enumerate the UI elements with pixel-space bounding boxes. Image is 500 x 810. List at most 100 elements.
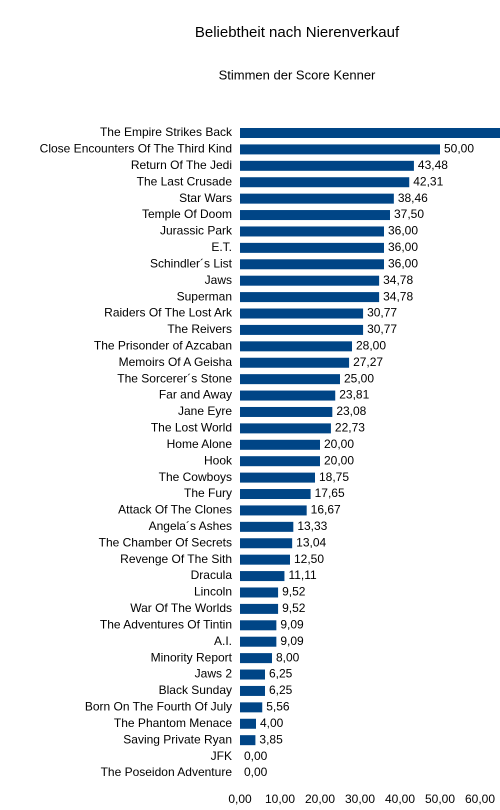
y-tick-label: The Phantom Menace xyxy=(114,716,232,730)
bar xyxy=(240,259,384,270)
value-label: 20,00 xyxy=(324,453,354,467)
value-label: 23,08 xyxy=(336,404,366,418)
value-label: 34,78 xyxy=(383,273,413,287)
y-tick-label: Lincoln xyxy=(194,585,232,599)
bar xyxy=(240,242,384,253)
y-tick-label: The Chamber Of Secrets xyxy=(99,535,232,549)
x-tick-label: 0,00 xyxy=(228,792,252,806)
bar xyxy=(240,587,279,598)
value-label: 36,00 xyxy=(388,256,418,270)
bar xyxy=(240,636,277,647)
y-tick-label: Close Encounters Of The Third Kind xyxy=(40,142,232,156)
value-label: 43,48 xyxy=(418,158,448,172)
x-tick-label: 40,00 xyxy=(385,792,415,806)
chart-title: Beliebtheit nach Nierenverkauf xyxy=(195,24,400,41)
bar xyxy=(240,439,320,450)
value-label: 42,31 xyxy=(413,174,443,188)
bar xyxy=(240,341,352,352)
bar xyxy=(240,669,265,680)
bar xyxy=(240,210,390,221)
x-tick-label: 10,00 xyxy=(265,792,295,806)
bar xyxy=(240,292,380,303)
bar xyxy=(240,505,307,516)
bar xyxy=(240,554,290,565)
value-label: 9,09 xyxy=(280,634,304,648)
value-label: 11,11 xyxy=(288,568,317,582)
value-label: 5,56 xyxy=(266,700,290,714)
bar xyxy=(240,177,410,188)
value-label: 13,04 xyxy=(296,535,326,549)
y-tick-label: Minority Report xyxy=(151,650,233,664)
value-label: 9,52 xyxy=(282,585,306,599)
bar xyxy=(240,357,350,368)
x-tick-label: 20,00 xyxy=(305,792,335,806)
value-label: 16,67 xyxy=(311,503,341,517)
chart-subtitle: Stimmen der Score Kenner xyxy=(219,67,376,82)
y-tick-label: Jane Eyre xyxy=(178,404,232,418)
bar xyxy=(240,571,285,582)
bar xyxy=(240,226,384,237)
y-tick-label: Dracula xyxy=(191,568,233,582)
bar xyxy=(240,308,364,319)
y-tick-label: Black Sunday xyxy=(159,683,232,697)
value-label: 34,78 xyxy=(383,289,413,303)
bar xyxy=(240,489,311,500)
bar xyxy=(240,374,340,385)
y-tick-label: The Adventures Of Tintin xyxy=(100,617,232,631)
value-label: 36,00 xyxy=(388,240,418,254)
y-tick-label: The Reivers xyxy=(167,322,232,336)
bar xyxy=(240,653,272,664)
y-tick-label: Superman xyxy=(177,289,232,303)
y-tick-label: The Cowboys xyxy=(159,470,232,484)
y-tick-label: The Lost World xyxy=(151,421,232,435)
y-tick-label: Return Of The Jedi xyxy=(131,158,232,172)
bar xyxy=(240,472,315,483)
y-tick-label: Home Alone xyxy=(167,437,233,451)
bar xyxy=(240,456,320,467)
y-tick-label: Attack Of The Clones xyxy=(118,503,232,517)
value-label: 0,00 xyxy=(244,749,268,763)
value-label: 30,77 xyxy=(367,306,397,320)
value-label: 3,85 xyxy=(259,732,283,746)
value-label: 37,50 xyxy=(394,207,424,221)
value-label: 17,65 xyxy=(315,486,345,500)
bar xyxy=(240,521,294,532)
value-label: 6,25 xyxy=(269,683,293,697)
y-tick-label: Schindler´s List xyxy=(150,256,233,270)
y-tick-label: JFK xyxy=(211,749,232,763)
value-label: 30,77 xyxy=(367,322,397,336)
bar xyxy=(240,423,331,434)
value-label: 9,09 xyxy=(280,617,304,631)
y-tick-label: The Empire Strikes Back xyxy=(100,125,233,139)
bar xyxy=(240,324,364,335)
value-label: 13,33 xyxy=(297,519,327,533)
bar xyxy=(240,702,263,713)
bar xyxy=(240,406,333,417)
value-label: 9,52 xyxy=(282,601,306,615)
value-label: 38,46 xyxy=(398,191,428,205)
x-tick-label: 30,00 xyxy=(345,792,375,806)
value-label: 36,00 xyxy=(388,224,418,238)
y-tick-label: Memoirs Of A Geisha xyxy=(119,355,233,369)
y-tick-label: E.T. xyxy=(211,240,232,254)
bar xyxy=(240,128,500,138)
y-tick-label: War Of The Worlds xyxy=(130,601,232,615)
bar xyxy=(240,735,256,746)
value-label: 27,27 xyxy=(353,355,383,369)
bar xyxy=(240,144,440,155)
y-tick-label: The Poseidon Adventure xyxy=(101,765,233,779)
y-tick-label: Far and Away xyxy=(159,388,232,402)
bar xyxy=(240,538,293,549)
y-tick-label: The Last Crusade xyxy=(137,174,233,188)
value-label: 0,00 xyxy=(244,765,268,779)
y-tick-label: Raiders Of The Lost Ark xyxy=(104,306,233,320)
bar xyxy=(240,160,414,171)
y-tick-label: The Prisonder of Azcaban xyxy=(94,339,232,353)
value-label: 22,73 xyxy=(335,421,365,435)
y-tick-label: A.I. xyxy=(214,634,232,648)
y-tick-label: Jaws 2 xyxy=(195,667,233,681)
value-label: 8,00 xyxy=(276,650,300,664)
x-tick-label: 50,00 xyxy=(425,792,455,806)
